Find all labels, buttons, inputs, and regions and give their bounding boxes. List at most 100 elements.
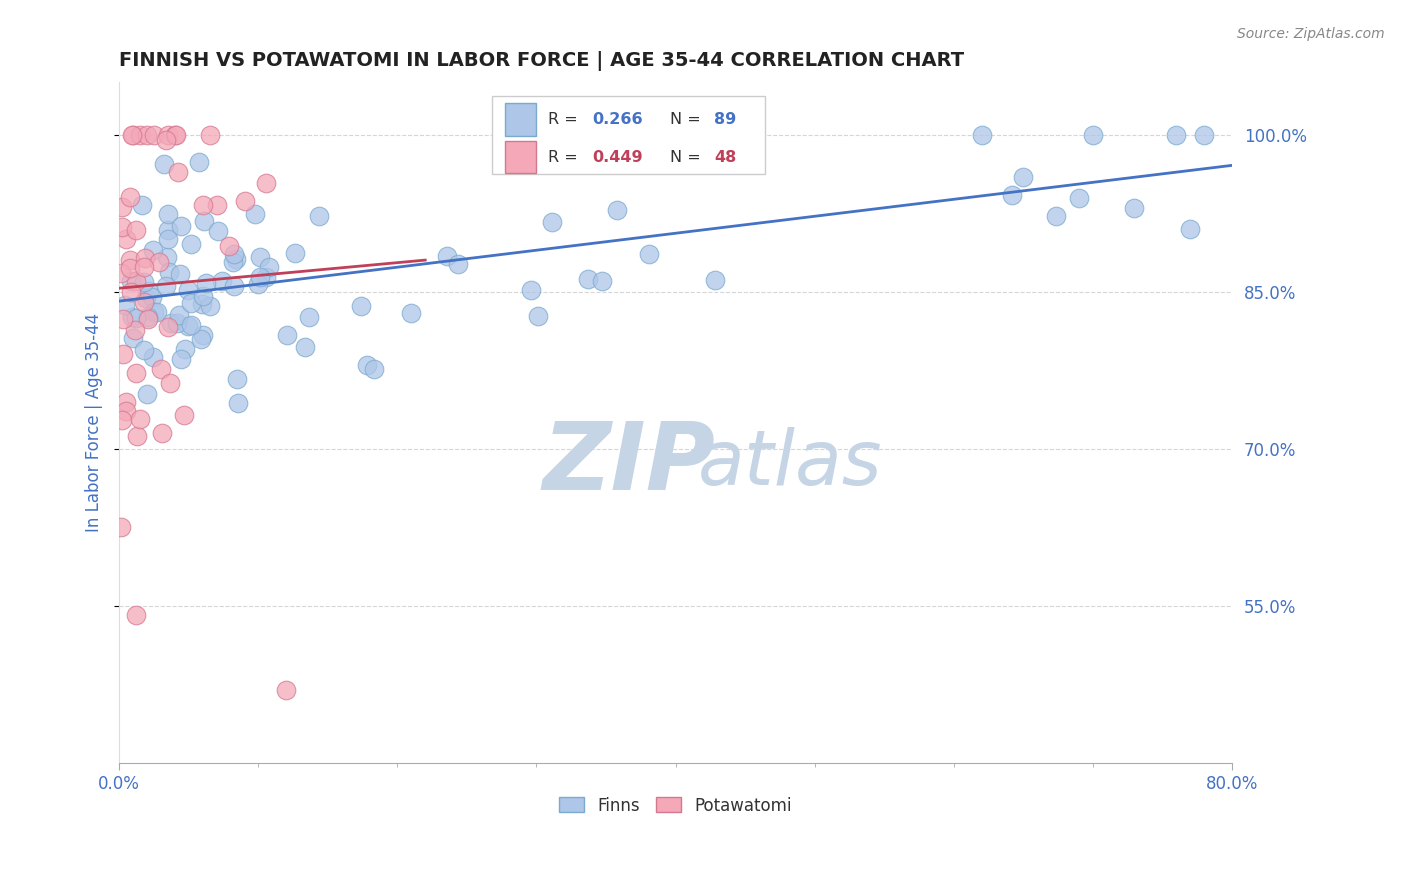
Legend: Finns, Potawatomi: Finns, Potawatomi xyxy=(551,789,800,823)
Point xyxy=(276,682,298,697)
Point xyxy=(136,310,159,324)
Point xyxy=(157,264,180,278)
Point xyxy=(308,209,330,223)
Point xyxy=(226,395,249,409)
Y-axis label: In Labor Force | Age 35-44: In Labor Force | Age 35-44 xyxy=(86,313,103,533)
Point xyxy=(1123,201,1146,215)
Point xyxy=(254,269,277,284)
Point xyxy=(129,411,152,425)
Point xyxy=(177,318,200,333)
Point xyxy=(190,332,212,346)
Point xyxy=(125,366,148,380)
Point xyxy=(136,128,159,142)
Point xyxy=(156,128,179,142)
Point xyxy=(124,311,146,326)
Text: ZIP: ZIP xyxy=(543,417,714,509)
Text: 0.449: 0.449 xyxy=(592,150,643,164)
Bar xyxy=(505,103,537,136)
Point xyxy=(114,298,136,312)
Point xyxy=(111,412,134,426)
Point xyxy=(134,251,156,265)
Point xyxy=(294,340,316,354)
Point xyxy=(276,327,298,342)
Point xyxy=(122,331,145,345)
Point xyxy=(520,284,543,298)
Point xyxy=(155,132,177,146)
Point xyxy=(167,308,190,322)
Text: Source: ZipAtlas.com: Source: ZipAtlas.com xyxy=(1237,27,1385,41)
Point xyxy=(191,328,214,343)
Point xyxy=(576,272,599,286)
Point xyxy=(120,253,142,268)
Point xyxy=(142,350,165,364)
Point xyxy=(111,347,134,361)
Point xyxy=(191,297,214,311)
Point xyxy=(143,305,166,319)
Point xyxy=(704,273,727,287)
Point xyxy=(1166,128,1188,142)
Point xyxy=(195,276,218,290)
Point xyxy=(225,371,247,385)
Point xyxy=(150,426,173,441)
Point xyxy=(169,219,191,233)
Point xyxy=(157,222,180,236)
Point xyxy=(110,266,132,280)
Point xyxy=(134,260,156,274)
Point xyxy=(138,285,160,299)
Point xyxy=(169,267,191,281)
Point xyxy=(129,128,152,142)
Point xyxy=(143,128,166,142)
Text: 89: 89 xyxy=(714,112,737,127)
Point xyxy=(180,318,202,332)
Point xyxy=(222,254,245,268)
Point xyxy=(115,403,138,417)
Bar xyxy=(505,141,537,173)
Point xyxy=(141,290,163,304)
Point xyxy=(350,300,373,314)
Point xyxy=(155,278,177,293)
Point xyxy=(125,222,148,236)
Point xyxy=(125,607,148,622)
Point xyxy=(637,128,659,142)
Point xyxy=(193,213,215,227)
Point xyxy=(211,274,233,288)
Point xyxy=(198,299,221,313)
Point xyxy=(218,238,240,252)
Point xyxy=(159,376,181,390)
Point xyxy=(249,269,271,284)
Point xyxy=(157,207,180,221)
Point xyxy=(122,128,145,142)
Point xyxy=(257,260,280,274)
Point xyxy=(191,198,214,212)
Point xyxy=(131,198,153,212)
Point xyxy=(121,310,143,324)
Point xyxy=(591,274,613,288)
Point xyxy=(132,343,155,357)
Point xyxy=(156,250,179,264)
Point xyxy=(157,232,180,246)
Point xyxy=(222,278,245,293)
Point xyxy=(526,133,548,147)
Point xyxy=(160,316,183,330)
Text: FINNISH VS POTAWATOMI IN LABOR FORCE | AGE 35-44 CORRELATION CHART: FINNISH VS POTAWATOMI IN LABOR FORCE | A… xyxy=(120,51,965,70)
Point xyxy=(356,358,378,372)
Point xyxy=(111,220,134,235)
Point xyxy=(157,320,180,334)
Point xyxy=(399,306,422,320)
Point xyxy=(205,198,228,212)
Text: R =: R = xyxy=(547,150,582,164)
Text: atlas: atlas xyxy=(697,426,883,500)
Point xyxy=(120,274,142,288)
Point xyxy=(125,429,148,443)
Point xyxy=(132,275,155,289)
Point xyxy=(1067,190,1090,204)
Point xyxy=(174,342,197,356)
Point xyxy=(606,203,628,218)
Point xyxy=(135,387,157,401)
Point xyxy=(146,304,169,318)
Point xyxy=(233,194,256,209)
Point xyxy=(110,520,132,534)
Point xyxy=(115,232,138,246)
Point xyxy=(166,316,188,330)
Point xyxy=(1081,128,1104,142)
